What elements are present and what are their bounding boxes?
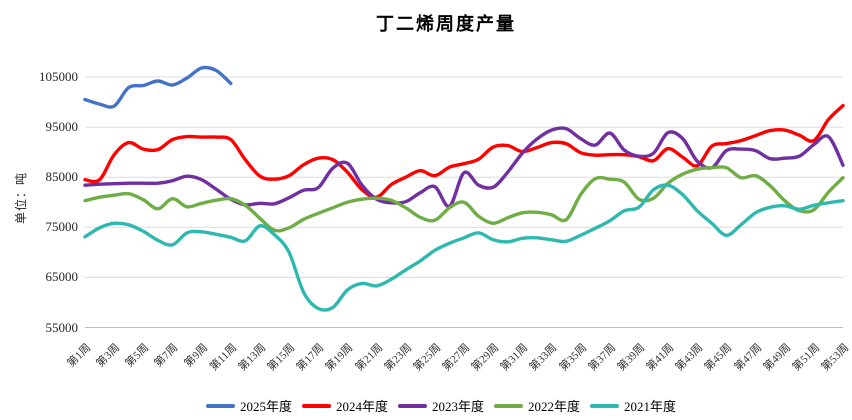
legend: 2025年度 2024年度 2023年度 2022年度 2021年度 — [30, 396, 852, 415]
y-tick-label: 105000 — [39, 69, 78, 84]
y-tick-label: 95000 — [45, 119, 79, 135]
legend-line-icon — [301, 403, 331, 408]
legend-label: 2025年度 — [239, 399, 292, 414]
legend-line-icon — [590, 403, 620, 408]
y-tick-label: 65000 — [45, 269, 79, 285]
series-line-2021 — [83, 183, 845, 312]
legend-label: 2021年度 — [624, 399, 677, 414]
series-line-2024 — [83, 103, 845, 200]
legend-item-2023: 2023年度 — [397, 396, 484, 415]
y-tick-label: 55000 — [45, 319, 79, 335]
legend-item-2024: 2024年度 — [301, 396, 388, 415]
y-tick-label: 85000 — [45, 169, 79, 185]
series-line-2025 — [83, 65, 233, 109]
legend-label: 2023年度 — [431, 399, 484, 414]
legend-line-icon — [494, 403, 523, 408]
series-line-2023 — [83, 126, 845, 209]
legend-label: 2024年度 — [335, 399, 388, 414]
legend-label: 2022年度 — [528, 399, 581, 414]
legend-item-2021: 2021年度 — [590, 396, 676, 415]
legend-item-2025: 2025年度 — [205, 396, 292, 415]
chart-title: 丁二烯周度产量 — [376, 14, 516, 34]
legend-line-icon — [397, 403, 427, 408]
legend-line-icon — [205, 403, 235, 408]
legend-item-2022: 2022年度 — [494, 396, 580, 415]
y-tick-label: 75000 — [45, 219, 79, 235]
series-line-2022 — [83, 165, 845, 233]
